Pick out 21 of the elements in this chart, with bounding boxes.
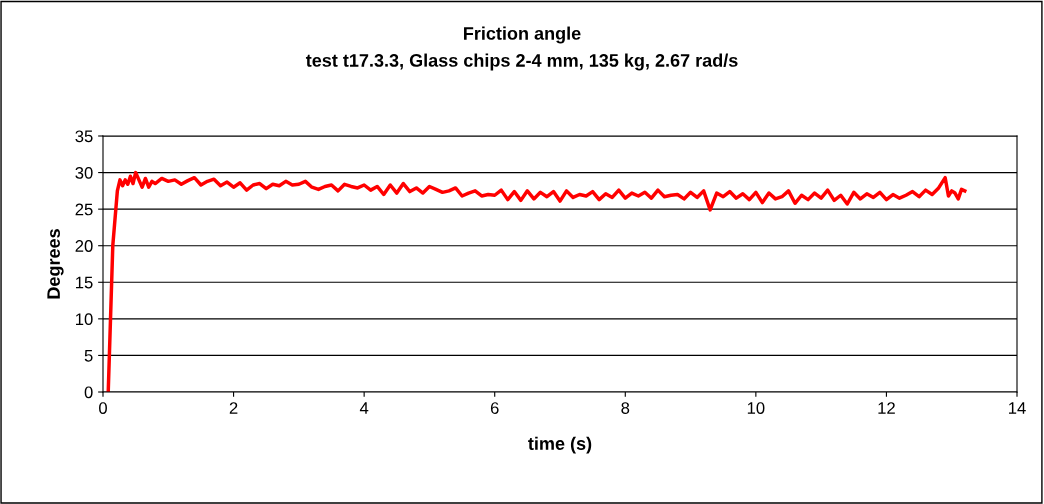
x-tick-label: 14 <box>1009 402 1026 414</box>
line-series <box>106 170 967 392</box>
x-tick-label: 8 <box>621 402 630 414</box>
chart-title: Friction angle <box>464 26 581 44</box>
x-tick-label: 6 <box>490 402 499 414</box>
y-tick-label: 0 <box>84 386 93 399</box>
y-tick-label: 15 <box>76 276 93 289</box>
x-axis-title: time (s) <box>528 436 592 454</box>
y-tick-label: 25 <box>75 203 93 216</box>
y-axis-title: Degrees <box>47 229 64 299</box>
y-tick-label: 30 <box>75 166 93 179</box>
x-tick-label: 10 <box>747 402 765 414</box>
chart-subtitle: test t17.3.3, Glass chips 2-4 mm, 135 kg, 2.67 rad/s <box>305 53 738 71</box>
x-tick-label: 2 <box>229 402 238 414</box>
y-tick-label: 10 <box>76 313 93 326</box>
x-tick-label: 0 <box>99 402 107 414</box>
y-tick-label: 5 <box>84 350 93 362</box>
y-tick-label: 20 <box>75 240 93 252</box>
x-tick-label: 4 <box>359 402 369 414</box>
y-tick-label: 35 <box>75 130 93 143</box>
x-tick-label: 12 <box>878 402 895 414</box>
